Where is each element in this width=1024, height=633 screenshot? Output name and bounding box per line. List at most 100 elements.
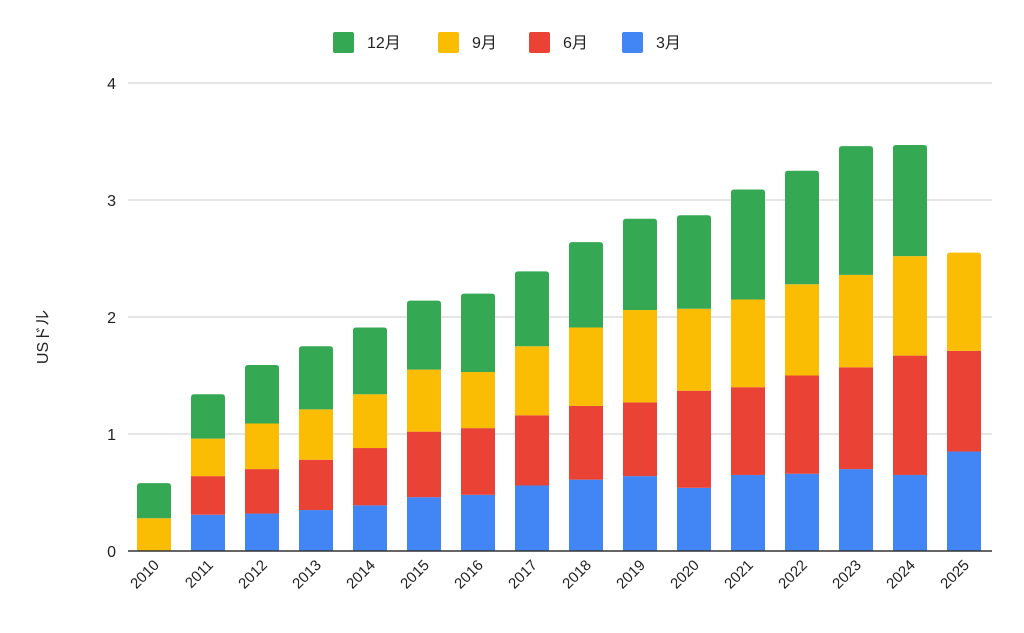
x-tick-label: 2020: [667, 557, 703, 593]
bar-segment: [569, 479, 603, 551]
bar-segment: [839, 274, 873, 368]
bar-segment: [623, 309, 657, 403]
bar-segment: [191, 438, 225, 477]
bar-segment: [569, 327, 603, 406]
bar-segment: [461, 371, 495, 429]
bar-segment: [137, 518, 171, 551]
bar-segment: [461, 428, 495, 495]
bar-segment: [515, 415, 549, 486]
x-tick-label: 2023: [829, 557, 865, 593]
bar-segment: [515, 271, 549, 347]
x-tick-label: 2013: [289, 557, 325, 593]
legend-label: 9月: [472, 35, 497, 52]
bar-stack-2016: [461, 293, 495, 551]
bar-segment: [353, 394, 387, 449]
y-tick-label: 2: [107, 310, 116, 327]
bar-segment: [947, 350, 981, 452]
bar-segment: [191, 394, 225, 439]
bar-segment: [893, 474, 927, 551]
x-tick-label: 2010: [127, 557, 163, 593]
bar-segment: [569, 405, 603, 480]
x-tick-label: 2022: [775, 557, 811, 593]
y-tick-label: 0: [107, 544, 116, 561]
bar-segment: [407, 431, 441, 498]
bar-segment: [785, 284, 819, 376]
bar-segment: [893, 355, 927, 475]
x-axis-ticks: 2010 2011 2012 2013 2014 2015 2016 2017 2018 2019…: [127, 557, 973, 593]
bar-stack-2023: [839, 146, 873, 551]
bar-segment: [623, 218, 657, 310]
bar-stack-2019: [623, 218, 657, 551]
bar-segment: [947, 451, 981, 551]
bar-segment: [569, 242, 603, 328]
bar-stack-2020: [677, 215, 711, 551]
legend-label: 3月: [656, 35, 681, 52]
bar-segment: [677, 215, 711, 309]
bar-segment: [731, 299, 765, 388]
bar-segment: [407, 369, 441, 432]
bar-segment: [731, 189, 765, 300]
bar-segment: [353, 448, 387, 506]
bar-segment: [623, 476, 657, 551]
bar-stack-2015: [407, 300, 441, 551]
bar-segment: [893, 256, 927, 356]
bar-segment: [245, 364, 279, 424]
bar-segment: [677, 308, 711, 391]
bar-segment: [299, 510, 333, 551]
x-tick-label: 2025: [937, 557, 973, 593]
bar-segment: [353, 327, 387, 395]
legend-label: 6月: [563, 35, 588, 52]
x-tick-label: 2015: [397, 557, 433, 593]
y-tick-label: 3: [107, 193, 116, 210]
bar-segment: [137, 483, 171, 519]
legend-item-3月[interactable]: 3月: [622, 32, 681, 53]
legend-item-9月[interactable]: 9月: [438, 32, 497, 53]
bar-segment: [299, 459, 333, 511]
bar-segment: [353, 505, 387, 551]
bar-segment: [461, 293, 495, 372]
bar-segment: [893, 145, 927, 257]
bar-segment: [515, 346, 549, 416]
bar-segment: [299, 409, 333, 460]
bar-segment: [245, 423, 279, 470]
legend-swatch: [333, 32, 354, 53]
x-tick-label: 2018: [559, 557, 595, 593]
bar-segment: [785, 473, 819, 551]
bar-segment: [677, 390, 711, 488]
legend-swatch: [438, 32, 459, 53]
bar-segment: [407, 300, 441, 370]
x-tick-label: 2016: [451, 557, 487, 593]
legend-item-6月[interactable]: 6月: [529, 32, 588, 53]
bar-stack-2011: [191, 394, 225, 551]
bar-stack-2024: [893, 145, 927, 551]
x-tick-label: 2014: [343, 557, 379, 593]
bar-stack-2022: [785, 170, 819, 551]
bar-stack-2010: [137, 483, 171, 551]
bar-stack-2014: [353, 327, 387, 551]
bar-segment: [839, 146, 873, 275]
y-tick-label: 4: [107, 76, 116, 93]
bar-stack-2017: [515, 271, 549, 551]
bar-stack-2025: [947, 252, 981, 551]
bar-segment: [785, 375, 819, 474]
bar-segment: [461, 494, 495, 551]
bar-segment: [947, 252, 981, 351]
bar-stack-2018: [569, 242, 603, 551]
legend-swatch: [622, 32, 643, 53]
legend-swatch: [529, 32, 550, 53]
x-tick-label: 2012: [235, 557, 271, 593]
y-tick-label: 1: [107, 427, 116, 444]
bar-segment: [839, 469, 873, 551]
legend-item-12月[interactable]: 12月: [333, 32, 401, 53]
y-axis-ticks: 0 1 2 3 4: [107, 76, 116, 561]
bar-stack-2021: [731, 189, 765, 551]
legend: 12月 9月 6月 3月: [333, 32, 681, 53]
bar-stack-2012: [245, 364, 279, 551]
bar-segment: [731, 387, 765, 475]
bar-segment: [677, 487, 711, 551]
x-tick-label: 2021: [721, 557, 757, 593]
bar-segment: [839, 367, 873, 470]
bar-segment: [299, 346, 333, 410]
bar-segment: [191, 514, 225, 551]
